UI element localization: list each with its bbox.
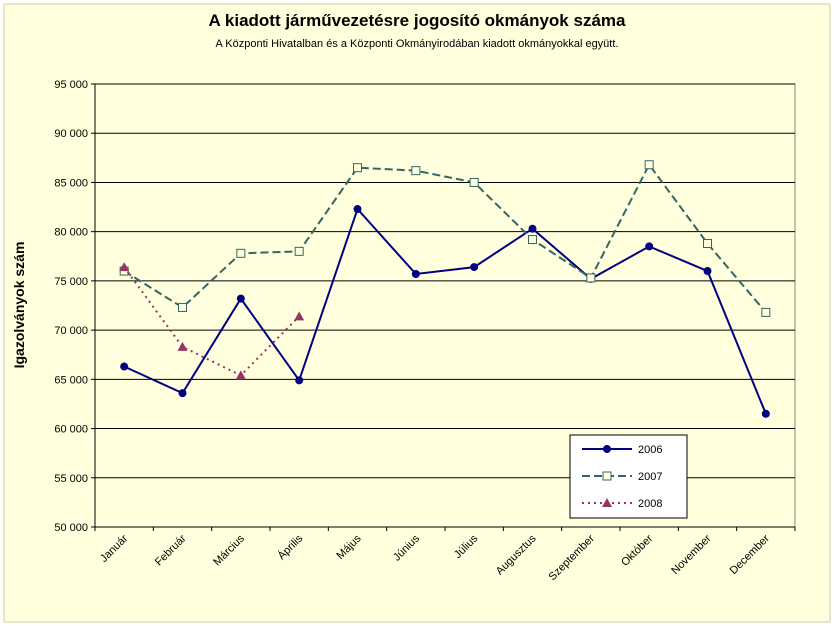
point [236, 294, 245, 303]
y-tick-label: 85 000 [54, 177, 88, 189]
point [469, 177, 479, 187]
point [703, 267, 712, 276]
y-tick-label: 65 000 [54, 374, 88, 386]
legend-label: 2006 [638, 444, 662, 456]
legend-label: 2007 [638, 471, 662, 483]
point [294, 246, 304, 256]
series-line [123, 266, 300, 377]
point [178, 389, 187, 398]
point [528, 224, 537, 233]
series-line [123, 162, 767, 314]
point [411, 269, 420, 278]
point [644, 160, 654, 170]
point [120, 362, 129, 371]
legend-marker [602, 471, 612, 481]
point [177, 341, 188, 351]
point [645, 242, 654, 251]
y-tick-label: 60 000 [54, 424, 88, 436]
legend-label: 2008 [638, 498, 662, 510]
point [761, 307, 771, 317]
point [294, 311, 305, 321]
chart-subtitle: A Központi Hivatalban és a Központi Okmá… [216, 38, 619, 50]
y-tick-label: 90 000 [54, 128, 88, 140]
point [295, 376, 304, 385]
y-tick-label: 55 000 [54, 473, 88, 485]
plot-area [94, 83, 796, 528]
point [353, 163, 362, 173]
y-tick-label: 70 000 [54, 325, 88, 337]
point [236, 248, 246, 258]
y-tick-label: 50 000 [54, 522, 88, 534]
y-tick-label: 95 000 [54, 79, 88, 91]
chart-title: A kiadott járművezetésre jogosító okmány… [209, 11, 626, 30]
point [528, 235, 537, 245]
point [119, 262, 130, 272]
y-axis-label: Igazolványok szám [11, 242, 27, 369]
legend-marker [603, 445, 611, 453]
point [470, 263, 479, 272]
point [411, 166, 421, 176]
point [586, 273, 596, 283]
point [353, 205, 362, 214]
point [178, 302, 187, 312]
point [703, 238, 712, 248]
y-tick-label: 80 000 [54, 227, 88, 239]
y-tick-label: 75 000 [54, 276, 88, 288]
series-line [123, 207, 767, 415]
point [235, 370, 246, 380]
point [761, 409, 770, 418]
legend-marker [602, 498, 612, 507]
